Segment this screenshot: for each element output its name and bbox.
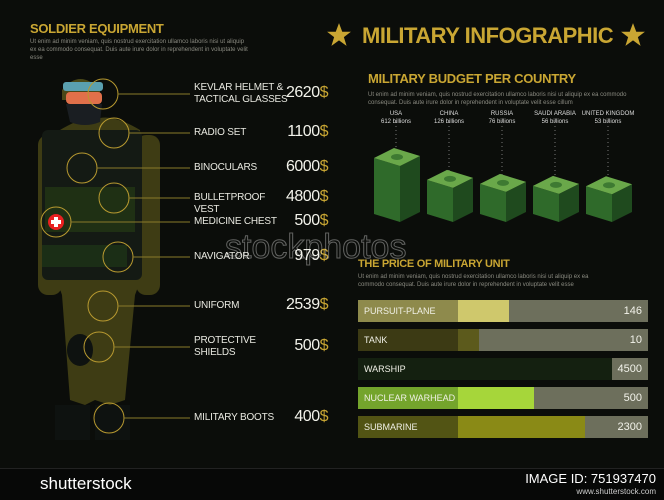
equipment-label: PROTECTIVE SHIELDS <box>194 335 256 358</box>
currency-symbol: $ <box>319 188 329 205</box>
price-value: 2539 <box>286 296 320 313</box>
soldier-equipment-description: Ut enim ad minim veniam, quis nostrud ex… <box>30 39 248 61</box>
money-stack-united-kingdom <box>586 122 632 222</box>
unit-label: SUBMARINE <box>358 416 464 438</box>
unit-price: 4500 <box>617 363 642 375</box>
equipment-price: 6000$ <box>248 158 329 176</box>
price-value: 2620 <box>286 84 320 101</box>
currency-symbol: $ <box>319 337 329 354</box>
currency-symbol: $ <box>319 247 329 264</box>
unit-price: 10 <box>629 334 642 346</box>
currency-symbol: $ <box>319 408 329 425</box>
equipment-marker <box>98 117 130 149</box>
price-value: 979 <box>294 247 320 264</box>
country-name: SAUDI ARABIA <box>534 111 576 117</box>
equipment-marker <box>98 182 130 214</box>
money-stack-saudi-arabia <box>533 122 579 222</box>
country-name: UNITED KINGDOM <box>581 111 635 117</box>
equipment-marker <box>66 152 98 184</box>
price-value: 6000 <box>286 158 320 175</box>
equipment-marker <box>102 241 134 273</box>
equipment-price: 979$ <box>248 247 328 265</box>
soldier-equipment-title: SOLDIER EQUIPMENT <box>30 21 164 36</box>
equipment-marker <box>93 402 125 434</box>
unit-price: 146 <box>623 305 642 317</box>
currency-symbol: $ <box>319 84 329 101</box>
unit-price-description: Ut enim ad minim veniam, quis nostrud ex… <box>358 274 589 288</box>
budget-money-stacks <box>374 122 632 222</box>
unit-bar-fill <box>458 358 612 380</box>
unit-label: WARSHIP <box>358 358 464 380</box>
price-value: 500 <box>294 212 320 229</box>
equipment-label: RADIO SET <box>194 127 247 138</box>
equipment-price: 2539$ <box>248 296 329 314</box>
equipment-price: 4800$ <box>248 188 329 206</box>
unit-bar-1: TANK 10 <box>358 329 648 351</box>
price-value: 4800 <box>286 188 320 205</box>
price-value: 500 <box>294 337 320 354</box>
footer-url: www.shutterstock.com <box>576 487 656 496</box>
unit-price-title: THE PRICE OF MILITARY UNIT <box>358 258 510 270</box>
equipment-label: MEDICINE CHEST <box>194 216 277 227</box>
equipment-price: 2620$ <box>248 84 329 102</box>
equipment-label: BINOCULARS <box>194 162 258 173</box>
money-stack-russia <box>480 122 526 222</box>
unit-label: PURSUIT-PLANE <box>358 300 464 322</box>
unit-bar-fill <box>458 300 510 322</box>
footer-image-id: IMAGE ID: 751937470 <box>525 471 656 486</box>
star-icon <box>327 23 351 46</box>
unit-bar-0: PURSUIT-PLANE 146 <box>358 300 648 322</box>
unit-bar-2: WARSHIP 4500 <box>358 358 648 380</box>
star-icon <box>621 23 645 46</box>
unit-label: TANK <box>358 329 464 351</box>
unit-bar-3: NUCLEAR WARHEAD 500 <box>358 387 648 409</box>
equipment-marker <box>87 290 119 322</box>
equipment-label: NAVIGATOR <box>194 251 250 262</box>
equipment-marker <box>87 78 119 110</box>
equipment-marker <box>83 331 115 363</box>
equipment-label: BULLETPROOF VEST <box>194 192 266 215</box>
country-name: CHINA <box>439 111 459 117</box>
unit-bar-4: SUBMARINE 2300 <box>358 416 648 438</box>
budget-description: Ut enim ad minim veniam, quis nostrud ex… <box>368 92 627 106</box>
footer-bar: shutterstock IMAGE ID: 751937470 www.shu… <box>0 468 664 500</box>
money-stack-usa <box>374 122 420 222</box>
unit-bar-fill <box>458 329 479 351</box>
currency-symbol: $ <box>319 123 329 140</box>
price-value: 1100 <box>287 123 320 140</box>
main-title: MILITARY INFOGRAPHIC <box>362 23 614 48</box>
unit-bar-fill <box>458 387 534 409</box>
unit-price: 500 <box>623 392 642 404</box>
equipment-circles <box>40 78 190 434</box>
unit-bar-fill <box>458 416 586 438</box>
watermark: stockphotos <box>224 228 407 267</box>
country-name: USA <box>389 111 403 117</box>
unit-price: 2300 <box>617 421 642 433</box>
equipment-price: 1100$ <box>248 123 328 141</box>
footer-brand: shutterstock <box>40 474 132 493</box>
currency-symbol: $ <box>319 212 329 229</box>
currency-symbol: $ <box>319 158 329 175</box>
equipment-label: MILITARY BOOTS <box>194 412 274 423</box>
price-value: 400 <box>294 408 320 425</box>
money-stack-china <box>427 122 473 222</box>
currency-symbol: $ <box>319 296 329 313</box>
country-name: RUSSIA <box>490 111 514 117</box>
equipment-price: 500$ <box>248 337 328 355</box>
equipment-label: KEVLAR HELMET & TACTICAL GLASSES <box>194 82 288 105</box>
equipment-price: 500$ <box>248 212 328 230</box>
equipment-price: 400$ <box>248 408 328 426</box>
equipment-label: UNIFORM <box>194 300 240 311</box>
budget-title: MILITARY BUDGET PER COUNTRY <box>368 71 576 86</box>
unit-label: NUCLEAR WARHEAD <box>358 387 464 409</box>
